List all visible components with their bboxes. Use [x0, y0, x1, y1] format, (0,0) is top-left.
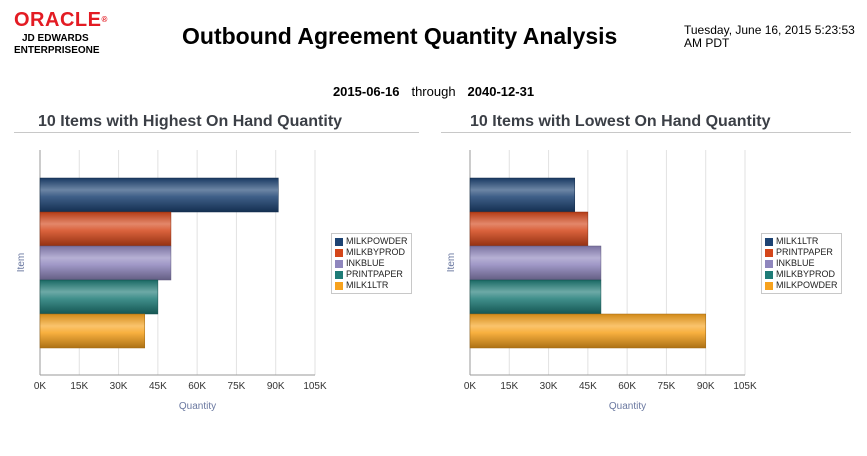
- x-tick-label: 15K: [70, 381, 88, 392]
- legend-item[interactable]: MILKBYPROD: [335, 247, 408, 258]
- y-axis-label: Item: [16, 253, 27, 272]
- legend-swatch: [335, 281, 343, 290]
- x-tick-label: 30K: [540, 381, 558, 392]
- legend-label: MILKPOWDER: [346, 236, 408, 246]
- x-tick-label: 75K: [658, 381, 676, 392]
- bar-printpaper[interactable]: [39, 279, 159, 315]
- logo-line1: JD EDWARDS: [22, 33, 89, 44]
- y-axis-label: Item: [446, 253, 457, 272]
- x-tick-label: 60K: [188, 381, 206, 392]
- bar-milk1ltr[interactable]: [39, 313, 146, 349]
- legend-label: INKBLUE: [776, 258, 815, 268]
- legend-item[interactable]: PRINTPAPER: [335, 269, 408, 280]
- legend-label: MILKPOWDER: [776, 280, 838, 290]
- x-tick-label: 60K: [618, 381, 636, 392]
- legend-label: MILKBYPROD: [346, 247, 406, 257]
- legend-label: INKBLUE: [346, 258, 385, 268]
- date-range-start: 2015-06-16: [332, 84, 400, 99]
- legend-label: MILK1LTR: [346, 280, 389, 290]
- x-tick-label: 105K: [733, 381, 757, 392]
- legend-swatch: [335, 259, 343, 268]
- x-tick-label: 75K: [228, 381, 246, 392]
- x-tick-label: 90K: [267, 381, 285, 392]
- legend-swatch: [335, 248, 343, 257]
- x-tick-label: 90K: [697, 381, 715, 392]
- bar-printpaper[interactable]: [469, 211, 589, 247]
- legend-swatch: [765, 281, 773, 290]
- legend-item[interactable]: MILKPOWDER: [335, 236, 408, 247]
- legend-item[interactable]: INKBLUE: [335, 258, 408, 269]
- date-range: 2015-06-16 through 2040-12-31: [0, 84, 867, 99]
- legend-swatch: [765, 270, 773, 279]
- legend-label: MILKBYPROD: [776, 269, 836, 279]
- chart-divider-highest: [14, 132, 419, 133]
- legend-swatch: [335, 237, 343, 246]
- date-range-end: 2040-12-31: [467, 84, 535, 99]
- x-axis-label: Quantity: [609, 401, 646, 412]
- timestamp-line2: AM PDT: [684, 36, 730, 50]
- bar-milkpowder[interactable]: [39, 177, 279, 213]
- legend-label: MILK1LTR: [776, 236, 819, 246]
- chart-highest-on-hand: 0K 15K 30K 45K 60K 75K 90K 105K Quantity Item: [16, 150, 327, 412]
- jd-edwards-logo: ORACLE® JD EDWARDS ENTERPRISEONE: [14, 10, 114, 57]
- chart-lowest-on-hand: 0K 15K 30K 45K 60K 75K 90K 105K Quantity Item: [446, 150, 757, 412]
- legend-lowest: MILK1LTR PRINTPAPER INKBLUE MILKBYPROD MILKP…: [761, 233, 842, 294]
- legend-item[interactable]: MILK1LTR: [765, 236, 838, 247]
- legend-label: PRINTPAPER: [776, 247, 833, 257]
- legend-item[interactable]: MILKPOWDER: [765, 280, 838, 291]
- timestamp-line1: Tuesday, June 16, 2015 5:23:53: [684, 23, 855, 37]
- chart-divider-lowest: [441, 132, 851, 133]
- legend-swatch: [765, 259, 773, 268]
- chart-title-highest: 10 Items with Highest On Hand Quantity: [38, 113, 343, 130]
- report-timestamp: Tuesday, June 16, 2015 5:23:53 AM PDT: [684, 24, 864, 50]
- legend-item[interactable]: INKBLUE: [765, 258, 838, 269]
- x-tick-label: 105K: [303, 381, 327, 392]
- legend-item[interactable]: PRINTPAPER: [765, 247, 838, 258]
- date-range-through: through: [411, 84, 456, 99]
- bar-inkblue[interactable]: [469, 245, 602, 281]
- legend-item[interactable]: MILKBYPROD: [765, 269, 838, 280]
- x-tick-label: 0K: [34, 381, 47, 392]
- x-tick-label: 45K: [149, 381, 167, 392]
- chart-title-lowest: 10 Items with Lowest On Hand Quantity: [470, 113, 771, 130]
- legend-swatch: [765, 248, 773, 257]
- legend-item[interactable]: MILK1LTR: [335, 280, 408, 291]
- x-tick-label: 45K: [579, 381, 597, 392]
- x-tick-label: 0K: [464, 381, 477, 392]
- legend-swatch: [765, 237, 773, 246]
- bar-milkbyprod[interactable]: [39, 211, 172, 247]
- logo-brand: ORACLE: [14, 9, 102, 31]
- logo-line2: ENTERPRISEONE: [14, 45, 100, 56]
- legend-label: PRINTPAPER: [346, 269, 403, 279]
- page-title: Outbound Agreement Quantity Analysis: [182, 23, 618, 49]
- legend-highest: MILKPOWDER MILKBYPROD INKBLUE PRINTPAPER MIL…: [331, 233, 412, 294]
- bar-milkpowder[interactable]: [469, 313, 706, 349]
- x-tick-label: 30K: [110, 381, 128, 392]
- bar-milk1ltr[interactable]: [469, 177, 576, 213]
- bar-milkbyprod[interactable]: [469, 279, 602, 315]
- legend-swatch: [335, 270, 343, 279]
- x-tick-label: 15K: [500, 381, 518, 392]
- x-axis-label: Quantity: [179, 401, 216, 412]
- bar-inkblue[interactable]: [39, 245, 172, 281]
